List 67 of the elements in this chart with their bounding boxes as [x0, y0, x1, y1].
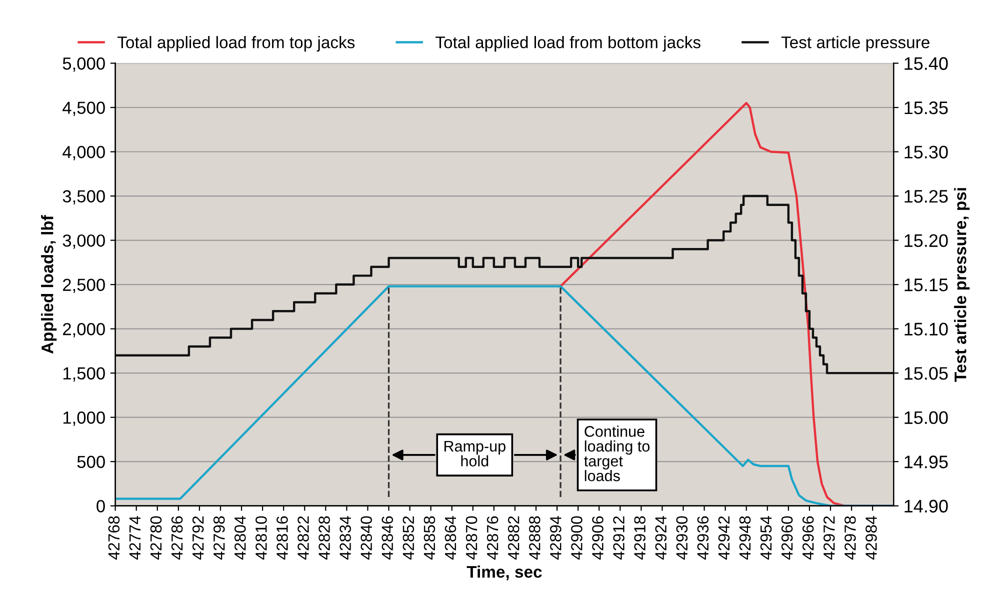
x-tick-label: 42912 — [613, 516, 624, 560]
x-tick-label: 42846 — [382, 516, 394, 560]
x-tick-label: 42972 — [823, 516, 835, 560]
x-axis-title: Time, sec — [466, 566, 542, 580]
x-tick-label: 42918 — [634, 516, 646, 560]
x-tick-label: 42870 — [466, 516, 478, 560]
x-tick-label: 42804 — [234, 516, 246, 560]
annotation: Ramp-up hold — [444, 440, 506, 466]
legend-label: Total applied load from bottom jacks — [436, 36, 700, 52]
y2-tick-label: 15.20 — [904, 234, 948, 247]
x-tick-label: 42792 — [192, 516, 204, 560]
y-tick-label: 500 — [77, 456, 105, 468]
x-tick-label: 42930 — [676, 516, 688, 560]
x-tick-label: 42960 — [781, 516, 793, 560]
y-tick-label: 2,500 — [63, 278, 105, 294]
x-tick-label: 42894 — [550, 516, 562, 560]
y-tick-label: 4,000 — [62, 146, 105, 160]
x-tick-label: 42774 — [129, 516, 140, 560]
x-tick-label: 42954 — [760, 516, 772, 560]
y-tick-label: 5,000 — [62, 57, 105, 72]
y-tick-label: 1,500 — [63, 367, 105, 382]
y-tick-label: 1,000 — [63, 412, 105, 426]
x-tick-label: 42834 — [340, 516, 351, 560]
y2-tick-label: 15.25 — [904, 190, 948, 203]
x-tick-label: 42810 — [256, 516, 267, 560]
x-tick-label: 42942 — [718, 516, 730, 560]
x-tick-label: 42828 — [318, 516, 330, 560]
legend-label: Total applied load from top jacks — [117, 36, 355, 52]
y-tick-label: 4,500 — [62, 102, 105, 116]
x-tick-label: 42900 — [571, 516, 582, 560]
x-tick-label: 42786 — [171, 516, 183, 560]
x-tick-label: 42840 — [360, 516, 372, 560]
x-tick-label: 42780 — [150, 516, 162, 560]
y2-tick-label: 15.15 — [904, 278, 948, 292]
x-tick-label: 42876 — [486, 516, 498, 560]
y-tick-label: 3,500 — [62, 190, 105, 205]
x-tick-label: 42864 — [444, 516, 456, 560]
x-tick-label: 42948 — [739, 516, 751, 560]
x-tick-label: 42798 — [213, 516, 225, 560]
x-tick-label: 42906 — [592, 516, 604, 560]
x-tick-label: 42816 — [276, 516, 288, 560]
x-tick-label: 42966 — [802, 516, 814, 560]
x-tick-label: 42852 — [402, 516, 414, 560]
y-axis-title: Applied loads, lbf — [41, 215, 57, 354]
x-tick-label: 42984 — [866, 516, 877, 560]
y-tick-label: 3,000 — [62, 234, 105, 249]
y2-tick-label: 15.05 — [904, 367, 948, 380]
x-tick-label: 42768 — [108, 516, 120, 560]
y2-axis-title: Test article pressure, psi — [954, 188, 970, 382]
y2-tick-label: 15.10 — [904, 322, 948, 336]
x-tick-label: 42936 — [697, 516, 709, 560]
annotation: Continue loading to target loads — [584, 426, 650, 482]
legend-label: Test article pressure — [781, 36, 930, 52]
x-tick-label: 42822 — [298, 516, 309, 560]
y2-tick-label: 15.40 — [904, 57, 948, 70]
y2-tick-label: 15.30 — [904, 146, 948, 158]
y-tick-label: 2,000 — [63, 322, 105, 338]
y2-tick-label: 15.00 — [904, 411, 948, 424]
y2-tick-label: 14.90 — [904, 500, 948, 513]
y2-tick-label: 15.35 — [904, 101, 948, 114]
x-tick-label: 42858 — [424, 516, 436, 560]
y2-tick-label: 14.95 — [904, 456, 948, 468]
x-tick-label: 42978 — [844, 516, 856, 560]
x-tick-label: 42882 — [508, 516, 520, 560]
y-tick-label: 0 — [96, 500, 105, 512]
x-tick-label: 42888 — [528, 516, 540, 560]
x-tick-label: 42924 — [655, 516, 667, 560]
